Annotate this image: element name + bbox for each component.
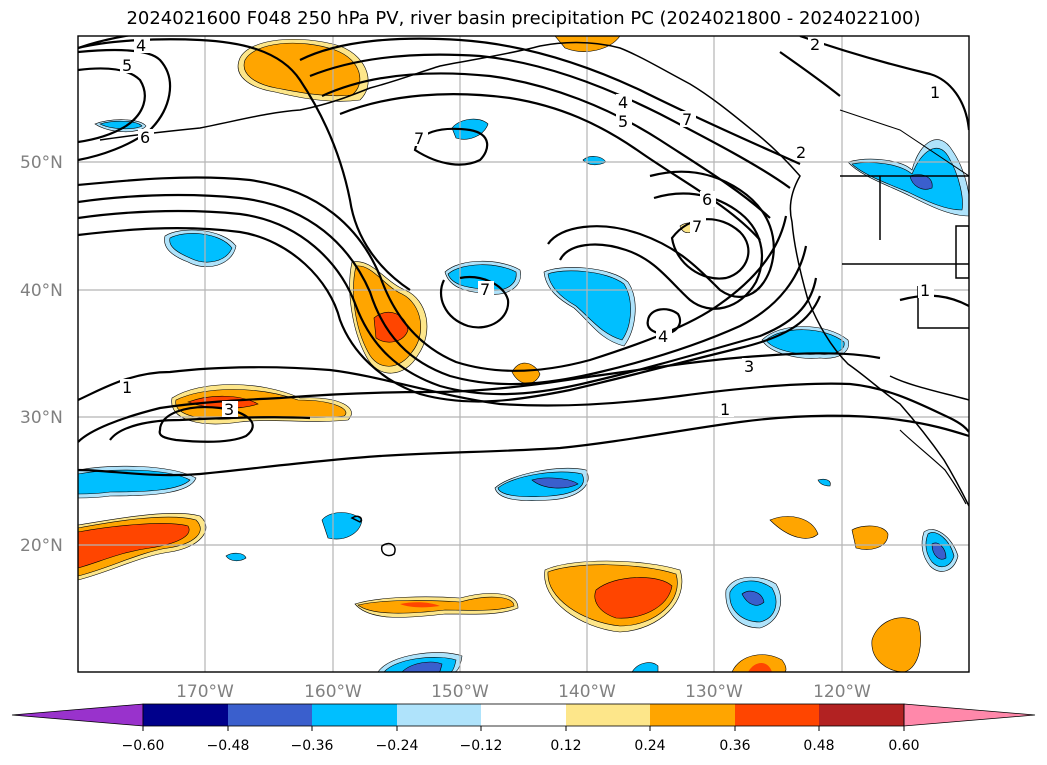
contour-label: 1 — [920, 281, 930, 300]
lat-label: 30°N — [20, 408, 63, 428]
contour-label: 5 — [122, 56, 132, 75]
contour-label: 4 — [658, 327, 668, 346]
colorbar-tick-label: 0.24 — [634, 738, 665, 754]
lon-label: 160°W — [304, 682, 362, 702]
contour-label: 2 — [810, 35, 820, 54]
lon-label: 120°W — [813, 682, 871, 702]
colorbar-tick-label: 0.60 — [888, 738, 919, 754]
lat-labels: 50°N 40°N 30°N 20°N — [20, 153, 63, 556]
lon-label: 170°W — [176, 682, 234, 702]
contour-label: 7 — [682, 110, 692, 129]
colorbar-segment — [735, 704, 819, 726]
colorbar-segment — [481, 704, 566, 726]
contour-label: 4 — [136, 36, 146, 55]
colorbar-tick-label: 0.36 — [719, 738, 750, 754]
lon-labels: 170°W 160°W 150°W 140°W 130°W 120°W — [176, 682, 871, 702]
colorbar-segment — [819, 704, 904, 726]
contour-label: 7 — [692, 217, 702, 236]
colorbar-tick-label: −0.36 — [291, 738, 334, 754]
lat-label: 20°N — [20, 536, 63, 556]
colorbar-tick-label: −0.48 — [207, 738, 250, 754]
contour-label: 3 — [224, 400, 234, 419]
coastlines — [99, 41, 969, 557]
map-frame — [77, 35, 970, 673]
colorbar: −0.60 −0.48 −0.36 −0.24 −0.12 0.12 0.24 … — [11, 703, 1036, 754]
contour-label: 2 — [796, 143, 806, 162]
colorbar-segment — [228, 704, 312, 726]
lon-label: 150°W — [431, 682, 489, 702]
colorbar-segment — [397, 704, 481, 726]
contour-label: 7 — [414, 129, 424, 148]
colorbar-tick-label: −0.24 — [376, 738, 419, 754]
contour-label: 1 — [930, 83, 940, 102]
contour-label: 4 — [618, 93, 628, 112]
colorbar-segment — [143, 704, 228, 726]
lon-label: 130°W — [685, 682, 743, 702]
contour-label: 7 — [480, 280, 490, 299]
colorbar-tick-label: 0.48 — [803, 738, 834, 754]
contour-label: 1 — [122, 378, 132, 397]
contour-labels: 4 5 6 7 7 7 2 1 4 5 6 7 2 1 — [120, 35, 944, 419]
colorbar-tick-label: 0.12 — [550, 738, 581, 754]
contour-label: 3 — [744, 357, 754, 376]
contour-label: 5 — [618, 112, 628, 131]
map-title: 2024021600 F048 250 hPa PV, river basin … — [126, 8, 921, 29]
colorbar-segment — [650, 704, 735, 726]
colorbar-segment — [566, 704, 650, 726]
colorbar-tick-label: −0.12 — [460, 738, 503, 754]
contour-label: 6 — [702, 190, 712, 209]
colorbar-extend-high — [903, 703, 1036, 727]
contour-label: 1 — [720, 400, 730, 419]
colorbar-segment — [312, 704, 397, 726]
lat-label: 40°N — [20, 281, 63, 301]
contour-label: 6 — [140, 128, 150, 147]
colorbar-extend-low — [11, 703, 144, 727]
lon-label: 140°W — [558, 682, 616, 702]
lat-label: 50°N — [20, 153, 63, 173]
colorbar-tick-label: −0.60 — [122, 738, 165, 754]
